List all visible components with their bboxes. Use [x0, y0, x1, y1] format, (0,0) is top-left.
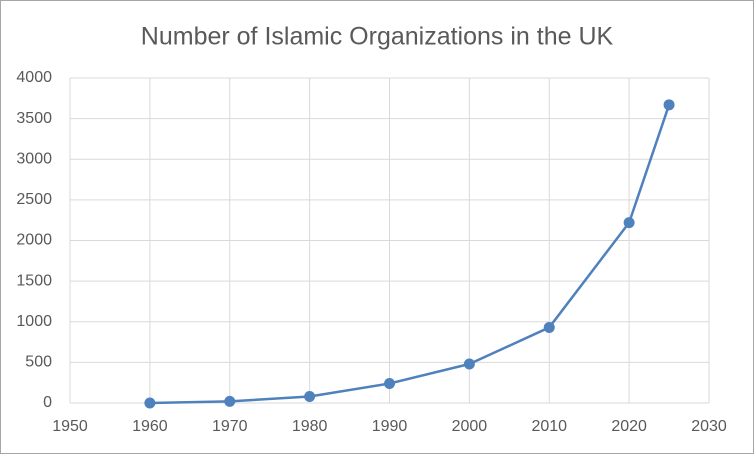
- chart-title: Number of Islamic Organizations in the U…: [141, 23, 614, 51]
- y-tick-label: 2000: [16, 232, 52, 249]
- x-tick-label: 1950: [52, 418, 88, 435]
- data-point: [463, 358, 475, 370]
- x-tick-label: 1960: [132, 418, 168, 435]
- data-point: [224, 395, 236, 407]
- data-point: [144, 397, 156, 409]
- x-tick-label: 2020: [611, 418, 647, 435]
- x-tick-label: 1990: [372, 418, 408, 435]
- x-tick-label: 2000: [452, 418, 488, 435]
- y-tick-label: 4000: [16, 69, 52, 86]
- y-tick-label: 500: [25, 354, 52, 371]
- series-line: [149, 104, 671, 405]
- y-tick-label: 3000: [16, 150, 52, 167]
- x-tick-label: 1980: [292, 418, 328, 435]
- data-point: [663, 99, 675, 111]
- y-tick-label: 1000: [16, 313, 52, 330]
- data-point: [623, 217, 635, 229]
- data-point: [304, 391, 316, 402]
- x-tick-label: 2030: [691, 418, 727, 435]
- data-point: [384, 378, 395, 389]
- y-tick-label: 3500: [16, 110, 52, 127]
- y-tick-label: 0: [43, 394, 52, 411]
- x-tick-label: 2010: [531, 418, 567, 435]
- data-point: [543, 321, 555, 333]
- y-tick-label: 1500: [16, 272, 52, 289]
- x-tick-label: 1970: [212, 418, 248, 435]
- y-tick-label: 2500: [16, 191, 52, 208]
